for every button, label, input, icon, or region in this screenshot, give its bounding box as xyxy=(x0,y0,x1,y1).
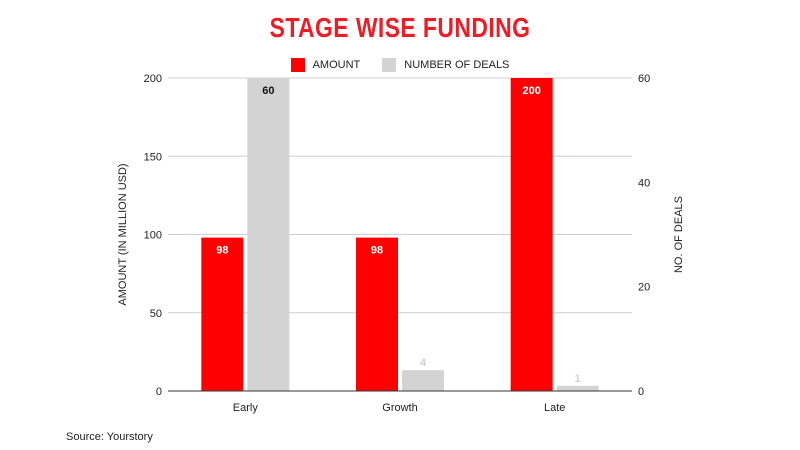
y-left-tick-label: 150 xyxy=(144,151,162,163)
bar-deals xyxy=(402,370,444,391)
data-label-deals: 1 xyxy=(575,373,581,385)
legend-item-deals: NUMBER OF DEALS xyxy=(382,58,509,72)
y-left-tick-label: 200 xyxy=(144,73,162,85)
bar-amount xyxy=(356,237,398,391)
x-tick-label: Early xyxy=(233,402,259,414)
bar-amount xyxy=(510,78,553,391)
x-tick-label: Growth xyxy=(382,402,417,414)
y-right-tick-label: 60 xyxy=(638,73,650,85)
y-right-tick-label: 0 xyxy=(638,386,644,398)
bar-deals xyxy=(556,385,599,391)
data-label-amount: 200 xyxy=(522,85,540,97)
chart-legend: AMOUNT NUMBER OF DEALS xyxy=(0,58,800,72)
legend-item-amount: AMOUNT xyxy=(290,58,361,72)
chart-title: STAGE WISE FUNDING xyxy=(269,12,531,43)
bar-deals xyxy=(247,78,290,391)
legend-swatch-amount xyxy=(290,58,305,72)
data-label-deals: 60 xyxy=(262,85,274,97)
y-left-tick-label: 100 xyxy=(144,230,162,242)
y-left-axis-title: AMOUNT (IN MILLION USD) xyxy=(117,163,129,305)
data-label-deals: 4 xyxy=(420,357,427,369)
bar-amount xyxy=(201,237,244,391)
legend-swatch-deals xyxy=(382,58,397,72)
y-right-axis-title: NO. OF DEALS xyxy=(673,196,685,273)
y-left-tick-label: 0 xyxy=(156,386,162,398)
source-note: Source: Yourstory xyxy=(66,431,153,443)
x-tick-label: Late xyxy=(544,402,565,414)
data-label-amount: 98 xyxy=(216,245,228,257)
data-label-amount: 98 xyxy=(371,245,383,257)
legend-label-deals: NUMBER OF DEALS xyxy=(404,59,510,71)
y-right-tick-label: 40 xyxy=(638,177,650,189)
y-left-tick-label: 50 xyxy=(150,308,162,320)
y-right-tick-label: 20 xyxy=(638,282,650,294)
legend-label-amount: AMOUNT xyxy=(312,59,361,71)
